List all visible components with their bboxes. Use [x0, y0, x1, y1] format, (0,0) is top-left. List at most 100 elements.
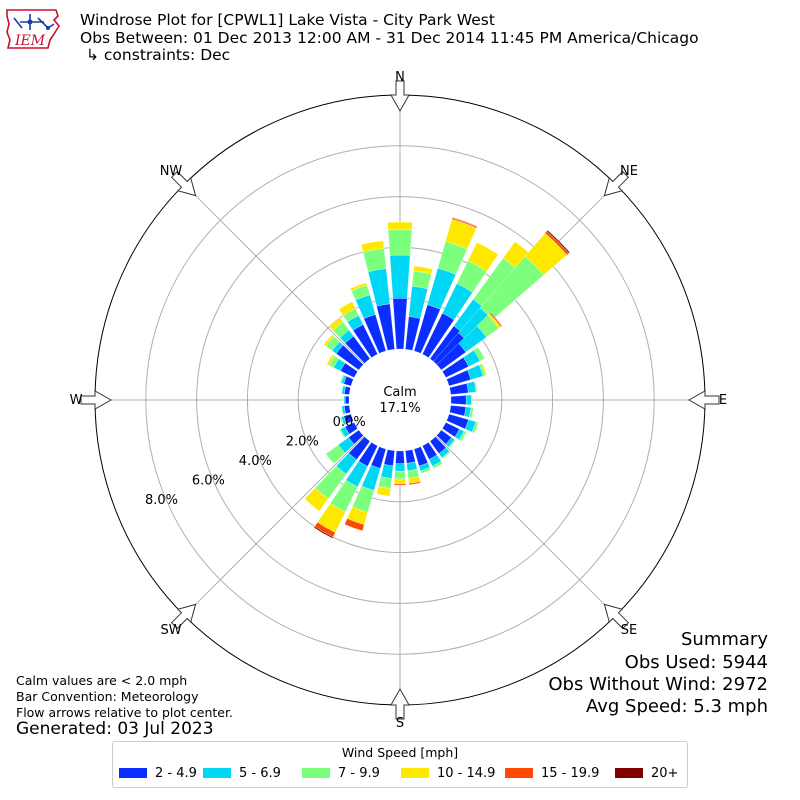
compass-ne: NE [620, 164, 638, 179]
legend-item-5: 15 - 19.9 [505, 767, 599, 781]
flow-arrow-0 [390, 80, 410, 113]
speed-legend: Wind Speed [mph] 2 - 4.9 5 - 6.9 7 - 9.9… [112, 741, 688, 788]
bar-dir280-bin2 [341, 385, 346, 395]
bar-dir270-bin1 [345, 396, 350, 404]
bar-dir0-bin4 [387, 221, 413, 231]
bar-dir0-bin2 [389, 254, 411, 299]
legend-label-4: 10 - 14.9 [437, 766, 496, 781]
r-tick-label-0: 0.0% [333, 415, 366, 430]
calm-value: 17.1% [379, 401, 420, 416]
bar-dir190-bin1 [383, 449, 395, 467]
bar-dir270-bin2 [343, 395, 346, 405]
summary-obs-without-wind: Obs Without Wind: 2972 [548, 674, 768, 695]
legend-swatch-6 [615, 768, 643, 778]
compass-labels: N NE E SE S SW W NW [70, 70, 728, 731]
bar-dir170-bin1 [405, 449, 416, 464]
bar-dir230-bin3 [325, 444, 346, 464]
bar-dir210-bin6 [313, 526, 334, 539]
logo-text: IEM [14, 33, 46, 49]
bar-dir350-bin3 [362, 248, 387, 272]
compass-e: E [719, 393, 727, 408]
bar-dir190-bin4 [376, 486, 391, 497]
bar-dir0-bin3 [387, 229, 413, 256]
bar-dir90-bin3 [470, 394, 473, 406]
bar-dir10-bin3 [411, 270, 432, 290]
bar-dir60-bin3 [473, 347, 485, 362]
summary-obs-used: Obs Used: 5944 [624, 652, 768, 673]
generated-date: Generated: 03 Jul 2023 [16, 719, 214, 739]
legend-title: Wind Speed [mph] [341, 745, 459, 760]
bar-dir0-bin1 [392, 298, 408, 350]
bar-dir180-bin1 [395, 450, 405, 464]
bar-dir190-bin2 [380, 464, 394, 479]
r-tick-label-3: 6.0% [192, 473, 225, 488]
legend-item-6: 20+ [615, 767, 678, 781]
legend-label-5: 15 - 19.9 [541, 766, 600, 781]
flow-note: Flow arrows relative to plot center. [16, 705, 233, 720]
bar-dir50-bin5 [489, 312, 503, 327]
windrose-bars [304, 217, 571, 539]
bar-dir220-bin4 [304, 487, 329, 512]
iem-logo: IEM [4, 6, 62, 52]
bar-dir310-bin4 [323, 334, 335, 347]
bar-dir260-bin2 [341, 405, 346, 415]
obs-range: Obs Between: 01 Dec 2013 12:00 AM - 31 D… [80, 29, 699, 47]
radial-tick-labels: 0.0% 2.0% 4.0% 6.0% 8.0% [145, 415, 366, 508]
bar-dir320-bin4 [329, 317, 344, 331]
bar-dir300-bin4 [326, 354, 335, 366]
calm-circle [349, 349, 451, 451]
compass-w: W [70, 393, 83, 408]
bar-dir110-bin3 [471, 421, 479, 434]
legend-swatch-4 [401, 768, 429, 778]
calm-label: Calm [383, 385, 416, 400]
legend-item-1: 2 - 4.9 [119, 767, 197, 781]
bar-dir140-bin3 [441, 451, 451, 459]
flow-arrow-225 [170, 603, 197, 630]
bar-dir100-bin3 [469, 407, 474, 419]
bar-dir180-bin3 [394, 470, 406, 480]
bar-dir250-bin3 [339, 416, 345, 426]
r-tick-label-1: 2.0% [286, 434, 319, 449]
bar-dir80-bin3 [473, 381, 478, 393]
bar-dir130-bin3 [448, 439, 456, 448]
iem-logo-graphic: IEM [6, 9, 60, 49]
flow-arrows [80, 80, 720, 720]
bar-dir100-bin1 [449, 405, 467, 417]
legend-swatch-1 [119, 768, 147, 778]
bar-dir350-bin4 [361, 240, 385, 253]
bar-dir10-bin4 [413, 265, 433, 275]
bar-dir70-bin4 [481, 363, 488, 376]
bar-dir120-bin3 [458, 431, 467, 442]
legend-item-4: 10 - 14.9 [401, 767, 495, 781]
bar-dir90-bin1 [450, 395, 467, 405]
flow-arrow-45 [603, 170, 630, 197]
flow-arrow-135 [603, 603, 630, 630]
summary-title: Summary [681, 629, 768, 650]
bar-dir45-bin6 [546, 229, 571, 254]
flow-arrow-90 [687, 390, 720, 410]
bar-dir150-bin3 [432, 461, 443, 469]
bar-dir180-bin5 [393, 483, 407, 486]
bar-dir30-bin4 [467, 242, 499, 272]
calm-note: Calm values are < 2.0 mph [16, 673, 188, 688]
bar-dir180-bin4 [393, 478, 407, 485]
bar-dir160-bin3 [420, 467, 432, 474]
bar-convention-note: Bar Convention: Meteorology [16, 689, 199, 704]
bar-dir170-bin5 [408, 481, 421, 485]
bar-dir330-bin4 [338, 301, 356, 316]
legend-swatch-2 [203, 768, 231, 778]
bar-dir240-bin3 [339, 428, 346, 438]
bar-dir290-bin3 [339, 374, 345, 384]
flow-arrow-315 [170, 170, 197, 197]
legend-label-2: 5 - 6.9 [239, 766, 281, 781]
r-tick-label-2: 4.0% [239, 454, 272, 469]
legend-swatch-3 [302, 768, 330, 778]
legend-label-3: 7 - 9.9 [338, 766, 380, 781]
legend-item-3: 7 - 9.9 [302, 767, 380, 781]
bar-dir180-bin2 [394, 463, 406, 472]
flow-arrow-180 [390, 687, 410, 720]
legend-label-1: 2 - 4.9 [155, 766, 197, 781]
compass-n: N [395, 70, 405, 85]
summary-avg-speed: Avg Speed: 5.3 mph [586, 696, 768, 717]
